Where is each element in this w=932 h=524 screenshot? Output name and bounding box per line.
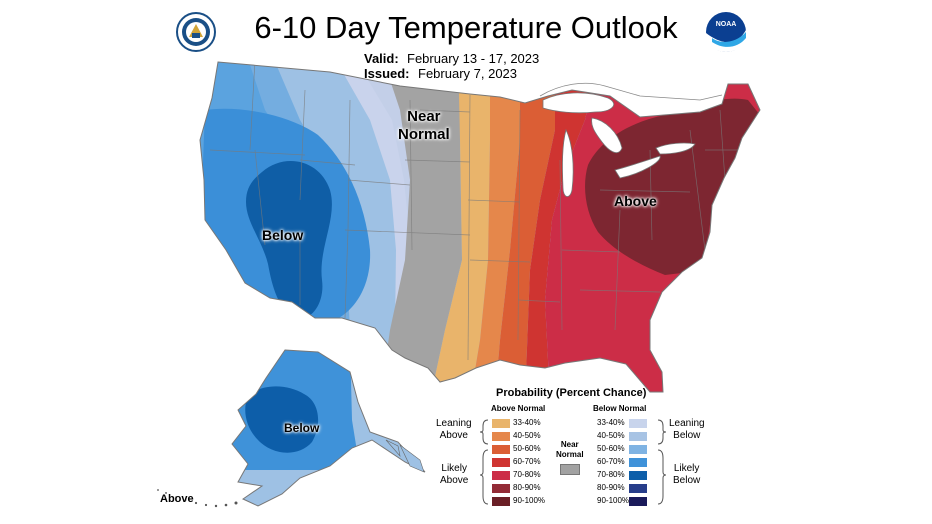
below-range: 80-90%	[597, 483, 625, 492]
noaa-logo-icon: NOAA	[706, 12, 746, 52]
above-swatch	[492, 497, 510, 506]
above-range: 90-100%	[513, 496, 546, 505]
below-swatch	[629, 497, 647, 506]
above-range: 80-90%	[513, 483, 541, 492]
leaning-below-label: Leaning Below	[669, 418, 705, 442]
great-lakes	[542, 92, 696, 197]
below-normal-header: Below Normal	[593, 404, 647, 413]
below-range: 70-80%	[597, 470, 625, 479]
above-range: 33-40%	[513, 418, 541, 427]
near-normal-map-label: Near Normal	[398, 108, 450, 144]
below-range: 60-70%	[597, 457, 625, 466]
near-normal-legend-line2: Normal	[556, 450, 584, 459]
leaning-below-line1: Leaning	[669, 418, 705, 429]
near-normal-legend-label: Near Normal	[556, 440, 584, 460]
issued-label: Issued:	[364, 66, 410, 81]
above-range: 50-60%	[513, 444, 541, 453]
above-swatch	[492, 484, 510, 493]
below-map-label: Below	[262, 227, 304, 243]
above-swatch	[492, 445, 510, 454]
above-swatch	[492, 432, 510, 441]
leaning-below-line2: Below	[673, 430, 701, 441]
aleutian-islands	[157, 489, 238, 508]
alaska-above-label: Above	[160, 493, 194, 505]
legend-title: Probability (Percent Chance)	[496, 387, 647, 399]
likely-below-line1: Likely	[673, 463, 700, 474]
valid-dates: February 13 - 17, 2023	[407, 51, 540, 66]
dept-of-commerce-seal-icon	[176, 12, 216, 52]
near-normal-line2: Normal	[398, 126, 450, 143]
below-range: 33-40%	[597, 418, 625, 427]
issued-date: February 7, 2023	[418, 66, 518, 81]
noaa-logo-text: NOAA	[716, 21, 737, 28]
above-range: 70-80%	[513, 470, 541, 479]
below-swatch	[629, 432, 647, 441]
below-range: 90-100%	[597, 496, 630, 505]
likely-above-label: Likely Above	[440, 463, 468, 487]
below-range: 40-50%	[597, 431, 625, 440]
below-swatch	[629, 445, 647, 454]
state-boundaries	[209, 62, 745, 361]
below-swatch	[629, 484, 647, 493]
above-map-label: Above	[614, 193, 657, 209]
near-normal-line1: Near	[407, 108, 441, 125]
below-swatch	[629, 419, 647, 428]
above-normal-header: Above Normal	[491, 404, 546, 413]
below-swatch	[629, 458, 647, 467]
above-swatch	[492, 471, 510, 480]
alaska-outlook	[232, 350, 425, 506]
contiguous-us-outlook	[200, 62, 760, 392]
page-title: 6-10 Day Temperature Outlook	[254, 10, 678, 45]
above-swatch	[492, 458, 510, 467]
leaning-above-line2: Above	[439, 430, 468, 441]
above-swatch	[492, 419, 510, 428]
near-normal-swatch	[560, 464, 580, 475]
likely-below-label: Likely Below	[673, 463, 700, 487]
likely-below-line2: Below	[673, 475, 701, 486]
below-range: 50-60%	[597, 444, 625, 453]
likely-above-line1: Likely	[441, 463, 467, 474]
likely-above-line2: Above	[440, 475, 469, 486]
above-range: 40-50%	[513, 431, 541, 440]
valid-label: Valid:	[364, 51, 399, 66]
leaning-above-label: Leaning Above	[436, 418, 472, 442]
above-range: 60-70%	[513, 457, 541, 466]
legend-braces	[479, 419, 667, 505]
leaning-above-line1: Leaning	[436, 418, 472, 429]
below-swatch	[629, 471, 647, 480]
alaska-below-label: Below	[284, 421, 320, 435]
near-normal-legend-line1: Near	[560, 440, 579, 449]
